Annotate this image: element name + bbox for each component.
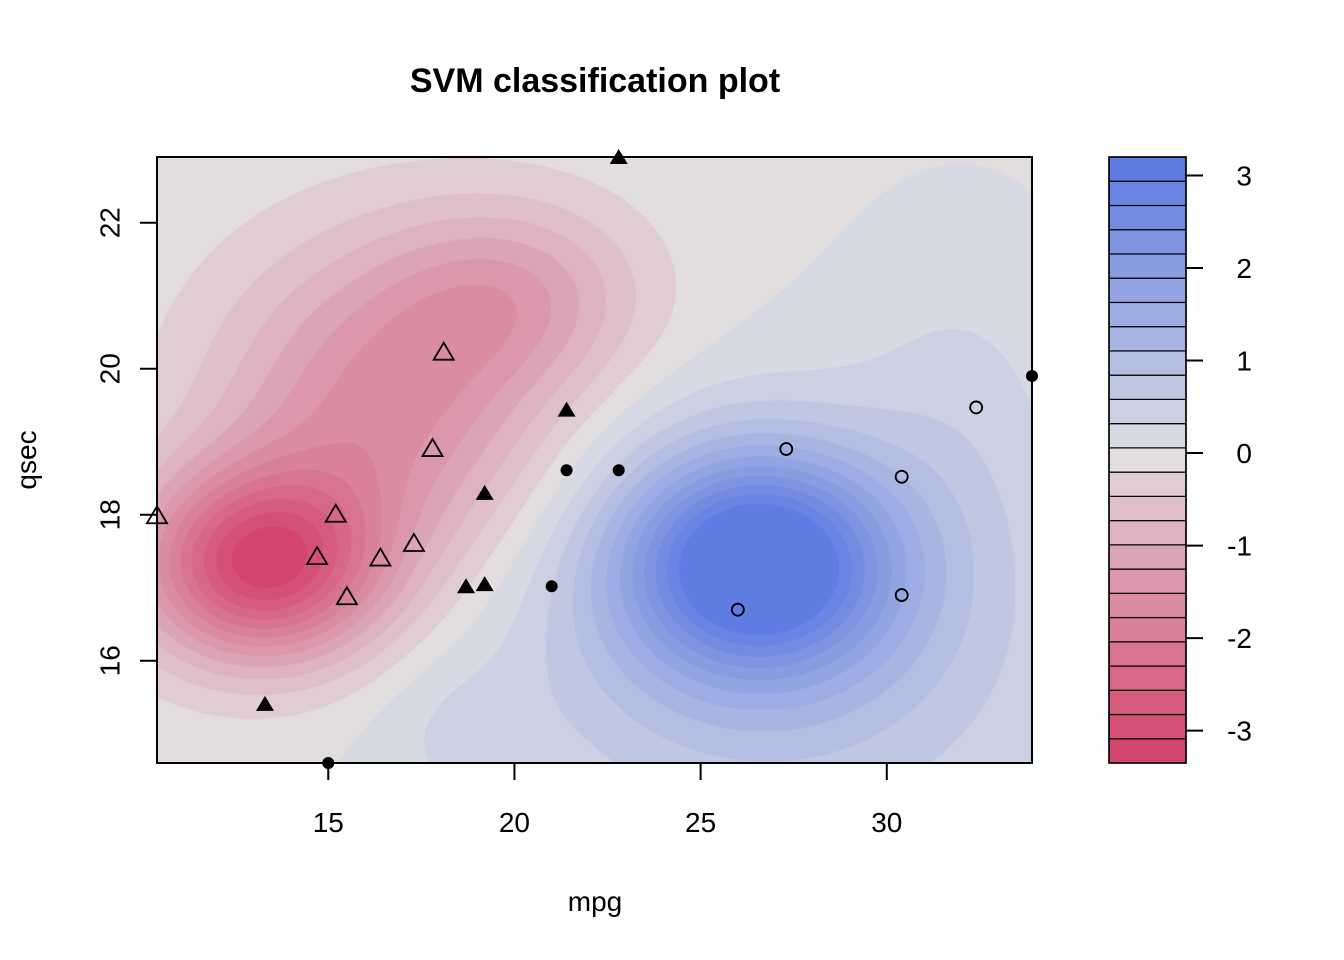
colorbar-tick-label: 3 bbox=[1236, 161, 1252, 192]
point-open-circle bbox=[730, 602, 745, 617]
point-filled-triangle bbox=[475, 484, 494, 500]
x-tick-label: 20 bbox=[499, 807, 530, 838]
colorbar-swatch bbox=[1108, 641, 1187, 667]
colorbar-swatch bbox=[1108, 326, 1187, 352]
y-tick-label: 16 bbox=[94, 645, 125, 676]
colorbar-swatch bbox=[1108, 713, 1187, 740]
colorbar-swatch bbox=[1108, 180, 1187, 207]
x-axis-label: mpg bbox=[568, 886, 622, 917]
point-open-triangle bbox=[420, 437, 445, 457]
colorbar-swatch bbox=[1108, 447, 1187, 473]
colorbar-tick-label: 2 bbox=[1236, 253, 1252, 284]
point-filled-triangle bbox=[557, 401, 576, 417]
colorbar-swatch bbox=[1108, 738, 1187, 764]
y-axis-label: qsec bbox=[11, 430, 42, 489]
colorbar-swatch bbox=[1108, 253, 1187, 279]
colorbar-tick-label: 0 bbox=[1236, 438, 1252, 469]
point-open-triangle bbox=[145, 504, 169, 525]
colorbar-swatch bbox=[1108, 277, 1187, 304]
plot-area bbox=[156, 156, 1033, 764]
point-filled-circle bbox=[1026, 370, 1038, 383]
point-filled-triangle bbox=[255, 695, 274, 711]
point-filled-circle bbox=[612, 464, 625, 477]
point-open-triangle bbox=[402, 532, 426, 552]
colorbar-swatch bbox=[1108, 471, 1187, 497]
colorbar-tick-label: -3 bbox=[1227, 716, 1252, 747]
colorbar-swatch bbox=[1108, 592, 1187, 619]
x-tick-label: 15 bbox=[313, 807, 344, 838]
colorbar-swatch bbox=[1108, 350, 1187, 376]
point-filled-circle bbox=[322, 757, 335, 769]
colorbar-swatch bbox=[1108, 689, 1187, 716]
point-filled-circle bbox=[560, 464, 573, 477]
colorbar-swatch bbox=[1108, 301, 1187, 328]
point-open-triangle bbox=[324, 502, 348, 523]
point-open-triangle bbox=[305, 545, 329, 566]
colorbar-swatch bbox=[1108, 544, 1187, 570]
colorbar-swatch bbox=[1108, 495, 1187, 522]
colorbar-frame bbox=[1108, 156, 1187, 764]
x-tick-label: 25 bbox=[685, 807, 716, 838]
point-open-circle bbox=[969, 400, 984, 415]
colorbar-swatch bbox=[1108, 616, 1187, 643]
colorbar-tick-label: -1 bbox=[1227, 531, 1252, 562]
colorbar-swatch bbox=[1108, 229, 1187, 255]
point-filled-triangle bbox=[475, 576, 494, 592]
colorbar-swatch bbox=[1108, 423, 1187, 449]
colorbar-tick-label: 1 bbox=[1236, 346, 1252, 377]
y-axis: 16 18 20 22 bbox=[94, 207, 158, 676]
colorbar-swatch bbox=[1108, 568, 1187, 594]
colorbar: -3 -2 -1 0 1 2 3 bbox=[1108, 156, 1252, 764]
y-tick-label: 18 bbox=[94, 499, 125, 530]
chart-title: SVM classification plot bbox=[410, 62, 780, 100]
data-points bbox=[145, 149, 1038, 769]
colorbar-tick-label: -2 bbox=[1227, 623, 1252, 654]
colorbar-swatch bbox=[1108, 204, 1187, 231]
decision-surface bbox=[157, 157, 1032, 763]
point-open-circle bbox=[894, 588, 909, 602]
colorbar-swatch bbox=[1108, 398, 1187, 425]
point-open-triangle bbox=[432, 340, 456, 361]
point-filled-triangle bbox=[457, 578, 476, 594]
colorbar-swatch bbox=[1108, 665, 1187, 691]
colorbar-swatch bbox=[1108, 519, 1187, 546]
colorbar-swatch bbox=[1108, 156, 1187, 182]
point-filled-triangle bbox=[609, 149, 628, 164]
point-open-triangle bbox=[368, 546, 392, 567]
x-axis: 15 20 25 30 bbox=[313, 762, 902, 838]
colorbar-swatch bbox=[1108, 374, 1187, 401]
x-tick-label: 30 bbox=[871, 807, 902, 838]
point-filled-circle bbox=[545, 580, 558, 593]
point-open-circle bbox=[894, 469, 909, 484]
point-open-triangle bbox=[335, 585, 359, 606]
y-tick-label: 20 bbox=[94, 353, 125, 384]
y-tick-label: 22 bbox=[94, 207, 125, 238]
point-open-circle bbox=[779, 442, 794, 456]
